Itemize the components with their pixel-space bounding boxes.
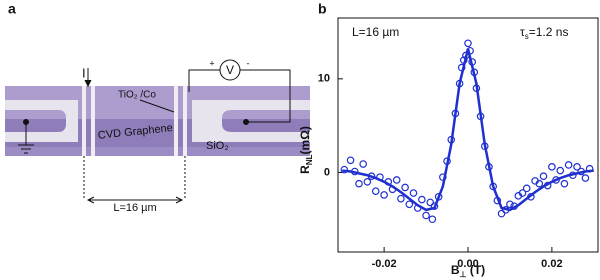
data-point — [464, 39, 472, 48]
data-point — [539, 172, 548, 180]
data-point — [409, 189, 418, 197]
data-point — [346, 156, 355, 165]
data-point — [522, 184, 531, 193]
data-point — [548, 163, 556, 171]
y-tick-label: 0 — [324, 166, 330, 178]
data-point — [573, 163, 581, 171]
data-point — [418, 195, 426, 204]
data-point — [392, 176, 401, 184]
voltmeter-label: V — [226, 63, 234, 77]
annotation: τs=1.2 ns — [520, 25, 568, 41]
x-tick-label: 0.02 — [541, 258, 562, 270]
annotation: L=16 µm — [352, 25, 399, 39]
data-point — [363, 178, 372, 186]
data-point — [518, 189, 527, 197]
circuit — [18, 59, 291, 204]
data-point — [497, 209, 506, 218]
data-point — [401, 183, 409, 192]
x-tick-label: 0.00 — [457, 258, 478, 270]
data-point — [340, 165, 349, 174]
substrate-label: SiO₂ — [206, 140, 229, 152]
plus-label: + — [209, 58, 214, 68]
data-point — [564, 161, 573, 169]
y-axis-label: RNL(mΩ) — [298, 126, 314, 174]
data-point — [380, 191, 388, 199]
length-label: L=16 µm — [113, 202, 156, 214]
data-point — [506, 200, 514, 209]
data-point — [422, 211, 430, 220]
data-point — [430, 202, 439, 210]
micrograph — [5, 86, 310, 156]
panel-label: b — [318, 1, 327, 17]
minus-label: - — [247, 58, 250, 68]
data-point — [405, 200, 414, 209]
contact-label: TiO₂ /Co — [118, 90, 156, 101]
x-tick-label: -0.02 — [372, 258, 397, 270]
data-point — [535, 179, 544, 188]
data-point — [560, 179, 569, 188]
x-axis-label: B⊥ (T) — [451, 263, 485, 279]
data-point — [552, 176, 560, 184]
data-point — [359, 160, 367, 168]
y-tick-label: 10 — [318, 73, 330, 85]
current-label: I — [82, 65, 86, 80]
fit-line — [342, 48, 594, 212]
data-point — [397, 194, 405, 203]
panel-label: a — [8, 1, 16, 17]
data-point — [428, 215, 437, 224]
data-point — [355, 179, 363, 188]
data-point — [371, 187, 380, 195]
data-point — [426, 198, 435, 207]
data-point — [556, 166, 565, 175]
data-point — [581, 174, 590, 182]
